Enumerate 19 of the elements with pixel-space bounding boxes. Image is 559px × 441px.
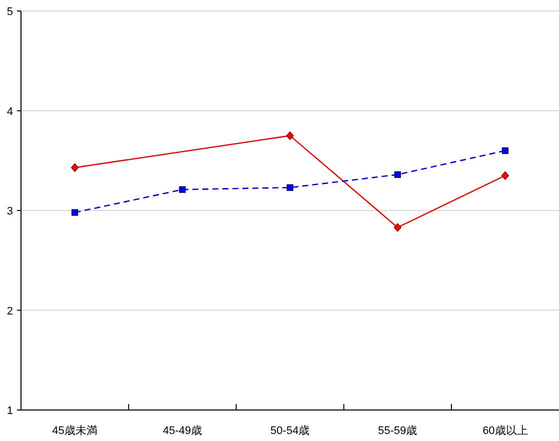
y-tick-label: 1 xyxy=(6,405,13,417)
y-tick-label: 2 xyxy=(6,305,13,318)
point xyxy=(502,147,508,154)
point xyxy=(286,131,294,140)
x-tick-label: 45-49歳 xyxy=(162,424,202,437)
y-tick-label: 3 xyxy=(6,206,13,218)
y-tick-label: 5 xyxy=(6,6,13,18)
x-tick-label: 45歳未満 xyxy=(52,424,98,437)
point xyxy=(71,163,79,172)
y-tick-label: 4 xyxy=(6,106,13,118)
x-tick-label: 55-59歳 xyxy=(378,424,418,437)
point xyxy=(394,171,401,178)
point xyxy=(286,184,294,191)
point xyxy=(501,171,509,180)
point xyxy=(179,186,186,193)
x-tick-label: 60歳以上 xyxy=(482,424,528,437)
point xyxy=(394,223,402,232)
point xyxy=(72,209,78,216)
x-tick-label: 50-54歳 xyxy=(270,424,310,437)
